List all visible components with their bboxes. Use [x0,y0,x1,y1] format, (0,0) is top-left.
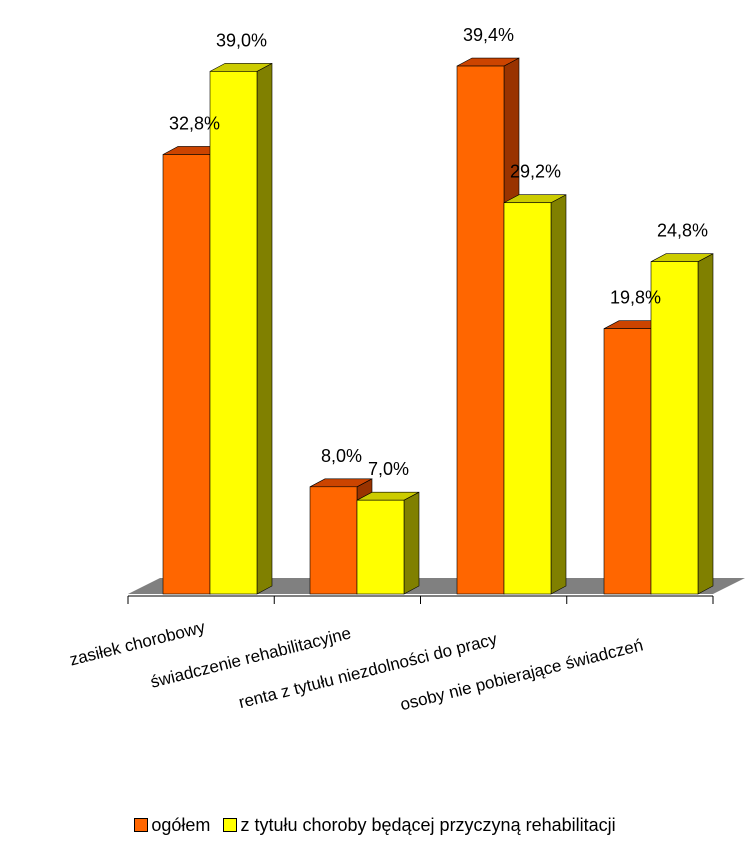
value-labels: 32,8% 39,0% 8,0% 7,0% 39,4% 29,2% 19,8% 24,8% [169,25,708,479]
bar-front [209,71,258,595]
bar [503,194,567,595]
legend-label: ogółem [151,815,211,835]
legend: ogółem z tytułu choroby będącej przyczyn… [0,815,750,836]
bar-front [356,499,405,595]
legend-swatch [223,818,238,832]
legend-label: z tytułu choroby będącej przyczyną rehab… [240,815,616,835]
value-label: 29,2% [510,162,561,182]
value-label: 24,8% [657,221,708,241]
bar-series [162,57,714,595]
value-label: 39,0% [216,30,267,50]
legend-swatch [134,818,149,832]
value-label: 7,0% [368,459,409,479]
value-label: 32,8% [169,113,220,133]
value-label: 39,4% [463,25,514,45]
value-label: 8,0% [321,446,362,466]
legend-item-choroba: z tytułu choroby będącej przyczyną rehab… [223,815,616,836]
bar-side [403,491,420,595]
bar-side [256,62,273,595]
axis-ticks [127,596,714,604]
bar [650,253,714,595]
bar-front [603,328,652,595]
bar-front [503,202,552,595]
bar-side [550,194,567,595]
bar [356,491,420,595]
bar-front [162,154,211,595]
bar-side [697,253,714,595]
bar-front [456,65,505,595]
legend-item-ogolem: ogółem [134,815,210,836]
chart-floor [128,578,745,594]
bar-front [309,486,358,595]
value-label: 19,8% [610,288,661,308]
bar [209,62,273,595]
category-label: zasiłek chorobowy [68,617,208,669]
bar-front [650,261,699,595]
